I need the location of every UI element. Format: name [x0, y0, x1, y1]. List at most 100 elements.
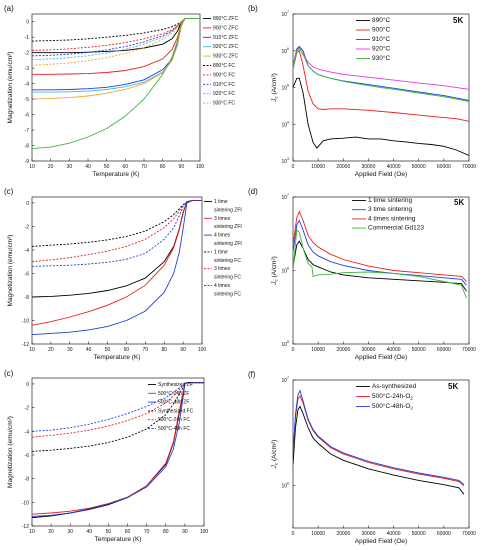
x-tick-label: 30000 — [361, 347, 375, 353]
series-group — [32, 382, 204, 519]
legend-label: Synthesized ZF — [158, 382, 193, 388]
x-tick-label: 10000 — [311, 164, 325, 170]
legend-label: 500°C-24h ZF — [158, 391, 189, 397]
x-tick-label: 100 — [200, 529, 209, 535]
y-tick-label: -4 — [25, 248, 30, 254]
y-tick-label: -3 — [25, 66, 30, 72]
x-tick-label: 40000 — [387, 164, 401, 170]
legend-label: 500°C-48h-O2 — [372, 402, 413, 411]
series-line-0 — [293, 240, 467, 292]
y-tick-exponent: 7 — [287, 193, 289, 197]
legend-label: 500°C-48h ZF — [158, 400, 189, 406]
x-tick-label: 70 — [143, 347, 149, 353]
chart-panel-c: 10 20 30 40 50 60 70 80 90 100 0 -2 -4 -6 -8 -10 -12 Temp… — [4, 187, 242, 361]
x-tick-label: 60000 — [437, 531, 451, 537]
x-tick-label: 20000 — [336, 164, 350, 170]
series-line-3 — [293, 48, 469, 90]
legend-label: 900°C — [372, 26, 390, 34]
x-tick-label: 40 — [85, 164, 91, 170]
legend-label: 4 times — [214, 283, 231, 289]
series-line-1 — [32, 200, 202, 326]
y-tick-label: -2 — [25, 51, 30, 57]
series-line-9 — [32, 18, 200, 66]
y-tick-label: -8 — [25, 144, 30, 150]
series-group — [293, 210, 467, 299]
x-axis-label: Applied Field (Oe) — [355, 354, 407, 361]
x-tick-label: 20000 — [336, 531, 350, 537]
y-tick-label: -1 — [25, 35, 30, 41]
y-tick-exponent: 6 — [287, 267, 289, 271]
y-tick-label: 10 — [281, 49, 287, 55]
series-line-2 — [293, 210, 467, 282]
x-tick-label: 30000 — [361, 531, 375, 537]
series-line-2 — [293, 389, 465, 486]
y-tick-label: 10 — [281, 86, 287, 92]
y-tick-label: 0 — [26, 201, 29, 207]
series-line-2 — [32, 200, 202, 336]
legend-label: 3 times — [214, 216, 231, 222]
legend-label: 920°C FC — [213, 91, 235, 97]
y-tick-exponent: 7 — [287, 10, 289, 14]
y-axis-label: Jc (A/cm²) — [271, 256, 279, 286]
legend-label: 1 time — [214, 199, 228, 205]
series-line-10 — [32, 18, 200, 150]
x-tick-label: 20000 — [336, 347, 350, 353]
y-tick-label: 0 — [26, 20, 29, 26]
panel-label: (d) — [248, 187, 258, 196]
x-tick-label: 40 — [87, 529, 93, 535]
legend-label: As-synthesized — [372, 383, 416, 390]
y-tick-label: -8 — [25, 477, 30, 483]
y-tick-label: 10 — [281, 342, 287, 348]
x-tick-label: 90 — [180, 347, 186, 353]
chart-panel-a: 10 20 30 40 50 60 70 80 90 100 0 -1 -2 -3 -4 -5 -6 -7 -8 -9… — [4, 4, 238, 178]
x-tick-label: 50 — [106, 529, 112, 535]
y-tick-label: 10 — [281, 269, 287, 275]
legend-label: sintering FC — [214, 258, 241, 264]
y-tick-label: 10 — [281, 122, 287, 128]
x-tick-label: 50000 — [412, 164, 426, 170]
x-tick-label: 60000 — [437, 164, 451, 170]
series-line-0 — [293, 77, 469, 156]
x-tick-label: 10000 — [311, 347, 325, 353]
y-tick-exponent: 7 — [287, 376, 289, 380]
y-tick-label: -4 — [25, 82, 30, 88]
panel-label: (c) — [4, 187, 14, 196]
x-tick-label: 70 — [144, 529, 150, 535]
y-tick-exponent: 6 — [287, 47, 289, 51]
series-line-3 — [293, 229, 467, 299]
legend-label: 1 time sintering — [368, 197, 412, 204]
legend-label: 910°C FC — [213, 82, 235, 88]
legend-label: 910°C — [372, 35, 390, 43]
y-tick-label: -10 — [22, 500, 29, 506]
y-axis-label: Jc (A/cm²) — [271, 73, 279, 103]
x-tick-label: 90 — [179, 164, 185, 170]
x-tick-label: 0 — [292, 347, 295, 353]
series-line-3 — [32, 382, 204, 452]
legend-label: sintering ZFC — [214, 241, 242, 247]
legend-label: 3 time sintering — [368, 206, 412, 213]
y-tick-label: -7 — [25, 128, 30, 134]
y-tick-exponent: 5 — [287, 340, 289, 344]
x-tick-label: 50 — [105, 347, 111, 353]
y-axis-label: Magnetization (emu/cm³) — [7, 235, 14, 307]
x-tick-label: 10 — [29, 347, 35, 353]
series-line-0 — [293, 405, 465, 495]
y-tick-label: 0 — [26, 382, 29, 388]
series-line-5 — [32, 18, 200, 42]
series-group — [32, 200, 202, 336]
legend-label: 500°C-24h FC — [158, 417, 190, 423]
y-tick-label: -6 — [25, 113, 30, 119]
x-tick-label: 40000 — [387, 347, 401, 353]
series-line-1 — [32, 18, 200, 75]
legend-label: 930°C — [372, 54, 390, 62]
x-tick-label: 20 — [48, 529, 54, 535]
legend-label: 920°C — [372, 45, 390, 53]
series-line-4 — [32, 200, 202, 263]
y-tick-exponent: 4 — [287, 120, 289, 124]
x-tick-label: 100 — [198, 347, 207, 353]
x-tick-label: 20 — [48, 347, 54, 353]
y-axis-label: Jc (A/cm²) — [271, 440, 279, 470]
y-tick-label: -12 — [22, 524, 29, 530]
